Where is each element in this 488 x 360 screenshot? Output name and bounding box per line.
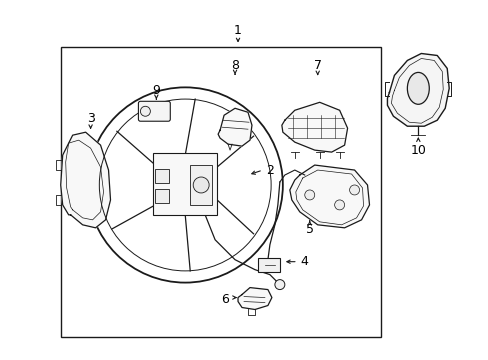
Text: 4: 4 [300, 255, 308, 268]
Bar [190, 165, 212, 205]
Polygon shape [218, 108, 251, 146]
Polygon shape [386, 54, 448, 126]
Text: 10: 10 [409, 144, 426, 157]
Text: 3: 3 [86, 112, 94, 125]
Bar [155, 189, 169, 203]
Text: 9: 9 [152, 84, 160, 97]
Circle shape [193, 177, 209, 193]
Circle shape [274, 280, 285, 289]
Circle shape [334, 200, 344, 210]
Text: 2: 2 [265, 163, 273, 176]
Bar [258, 258, 279, 272]
Polygon shape [238, 288, 271, 310]
Bar [155, 169, 169, 183]
Circle shape [304, 190, 314, 200]
Circle shape [349, 185, 359, 195]
Text: 8: 8 [230, 59, 239, 72]
Text: 1: 1 [234, 24, 242, 37]
FancyBboxPatch shape [138, 101, 170, 121]
Polygon shape [61, 132, 110, 228]
Bar [61, 46, 381, 337]
Ellipse shape [407, 72, 428, 104]
Text: 6: 6 [221, 293, 228, 306]
Text: 5: 5 [305, 223, 313, 236]
Circle shape [140, 106, 150, 116]
Circle shape [87, 87, 282, 283]
Polygon shape [289, 165, 369, 228]
Text: 7: 7 [313, 59, 321, 72]
Bar [153, 153, 217, 215]
Polygon shape [281, 102, 347, 152]
